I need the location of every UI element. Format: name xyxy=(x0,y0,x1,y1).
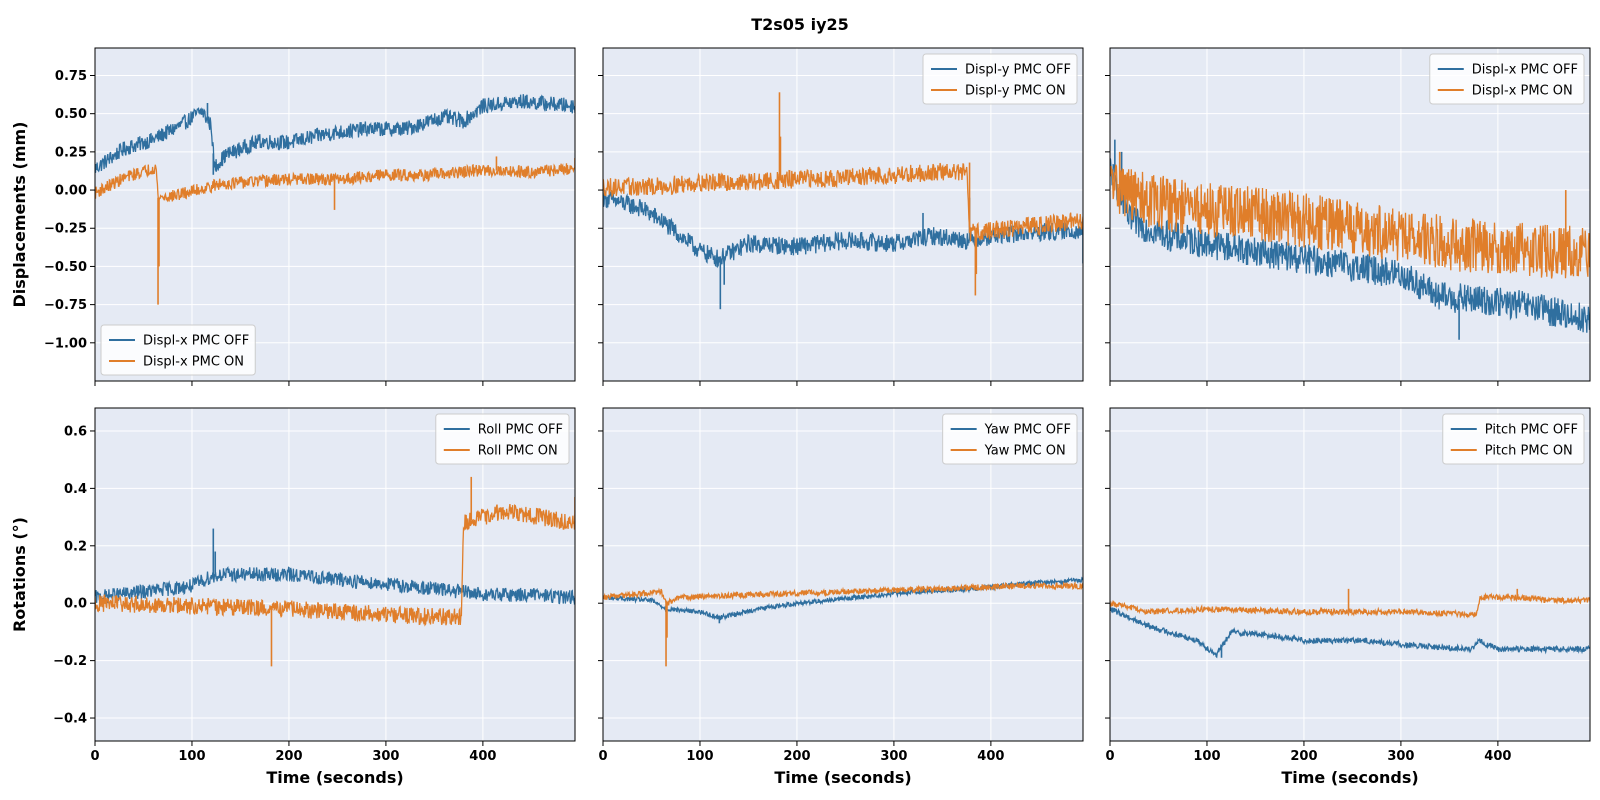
y-tick-label: 0.6 xyxy=(64,424,87,439)
x-tick-label: 100 xyxy=(178,749,205,764)
panel-frame xyxy=(602,47,1084,382)
panel-frame xyxy=(602,407,1084,742)
legend-box xyxy=(942,413,1078,465)
series-line xyxy=(603,162,1083,242)
legend-entry: Displ-x PMC OFF xyxy=(143,334,249,349)
x-axis-label: Time (seconds) xyxy=(266,768,403,787)
y-tick-label: 0.4 xyxy=(64,482,87,497)
legend-entry: Displ-y PMC OFF xyxy=(965,63,1071,78)
legend-box xyxy=(922,53,1078,105)
x-tick-label: 300 xyxy=(372,749,399,764)
panel-frame xyxy=(1109,47,1591,382)
y-tick-label: −0.25 xyxy=(44,222,87,237)
legend-box xyxy=(435,413,570,465)
y-tick-label: 0.00 xyxy=(55,184,87,199)
figure-title: T2s05 iy25 xyxy=(751,15,849,34)
legend: Displ-x PMC OFF Displ-x PMC ON xyxy=(100,324,256,376)
x-tick-label: 100 xyxy=(1193,749,1220,764)
series-line xyxy=(95,163,575,204)
legend-box xyxy=(100,324,256,376)
x-tick-label: 0 xyxy=(1105,749,1114,764)
y-tick-label: 0.75 xyxy=(55,69,87,84)
legend-entry: Roll PMC ON xyxy=(478,444,558,459)
legend: Yaw PMC OFF Yaw PMC ON xyxy=(942,413,1078,465)
x-tick-label: 0 xyxy=(598,749,607,764)
x-tick-label: 400 xyxy=(469,749,496,764)
x-tick-label: 100 xyxy=(686,749,713,764)
series-line xyxy=(1110,158,1590,333)
legend-entry: Yaw PMC OFF xyxy=(984,423,1071,438)
x-tick-label: 300 xyxy=(880,749,907,764)
series-line xyxy=(1110,606,1590,659)
x-tick-label: 400 xyxy=(977,749,1004,764)
legend: Displ-y PMC OFF Displ-y PMC ON xyxy=(922,53,1078,105)
x-tick-label: 0 xyxy=(90,749,99,764)
legend: Displ-x PMC OFF Displ-x PMC ON xyxy=(1429,53,1585,105)
legend-entry: Roll PMC OFF xyxy=(478,423,563,438)
series-line xyxy=(95,566,575,605)
legend: Pitch PMC OFF Pitch PMC ON xyxy=(1442,413,1585,465)
y-tick-label: 0.0 xyxy=(64,597,87,612)
y-tick-label: 0.2 xyxy=(64,539,87,554)
y-tick-label: −0.75 xyxy=(44,298,87,313)
y-axis-label: Displacements (mm) xyxy=(10,122,29,308)
panel-p12: 0 100 200 300 400 Time (seconds) Pitch PMC OFF… xyxy=(1105,407,1591,787)
panel-p00: 0.75 0.50 0.25 0.00 −0.25 −0.50 −0.75 −1.00 Disp… xyxy=(10,47,576,386)
legend-entry: Pitch PMC ON xyxy=(1485,444,1573,459)
legend-entry: Displ-y PMC ON xyxy=(965,84,1066,99)
legend-entry: Pitch PMC OFF xyxy=(1485,423,1578,438)
x-tick-label: 200 xyxy=(1290,749,1317,764)
y-tick-label: 0.50 xyxy=(55,107,87,122)
y-tick-label: −0.2 xyxy=(53,654,87,669)
y-tick-label: −1.00 xyxy=(44,336,87,351)
legend-box xyxy=(1429,53,1585,105)
y-axis-label: Rotations (°) xyxy=(10,517,29,632)
series-line xyxy=(603,190,1083,269)
legend-entry: Displ-x PMC OFF xyxy=(1472,63,1578,78)
series-line xyxy=(603,581,1083,607)
legend: Roll PMC OFF Roll PMC ON xyxy=(435,413,570,465)
x-tick-label: 400 xyxy=(1484,749,1511,764)
series-line xyxy=(95,94,575,173)
x-axis-label: Time (seconds) xyxy=(1281,768,1418,787)
y-tick-label: −0.50 xyxy=(44,260,87,275)
y-tick-label: −0.4 xyxy=(53,712,87,727)
panel-p10: 0.6 0.4 0.2 0.0 −0.2 −0.4 0 100 200 300 400 Rotatio… xyxy=(10,407,576,787)
x-axis-label: Time (seconds) xyxy=(774,768,911,787)
panel-p02: Displ-x PMC OFF Displ-x PMC ON xyxy=(1105,47,1591,386)
legend-entry: Displ-x PMC ON xyxy=(1472,84,1573,99)
y-tick-label: 0.25 xyxy=(55,145,87,160)
x-tick-label: 200 xyxy=(275,749,302,764)
panel-frame xyxy=(1109,407,1591,742)
series-line xyxy=(1110,164,1590,279)
series-line xyxy=(1110,592,1590,619)
legend-entry: Yaw PMC ON xyxy=(984,444,1066,459)
series-line xyxy=(95,504,575,627)
panel-p01: Displ-y PMC OFF Displ-y PMC ON xyxy=(598,47,1084,386)
legend-box xyxy=(1442,413,1585,465)
x-tick-label: 200 xyxy=(783,749,810,764)
legend-entry: Displ-x PMC ON xyxy=(143,355,244,370)
x-tick-label: 300 xyxy=(1387,749,1414,764)
panel-frame xyxy=(94,407,576,742)
panel-frame xyxy=(94,47,576,382)
